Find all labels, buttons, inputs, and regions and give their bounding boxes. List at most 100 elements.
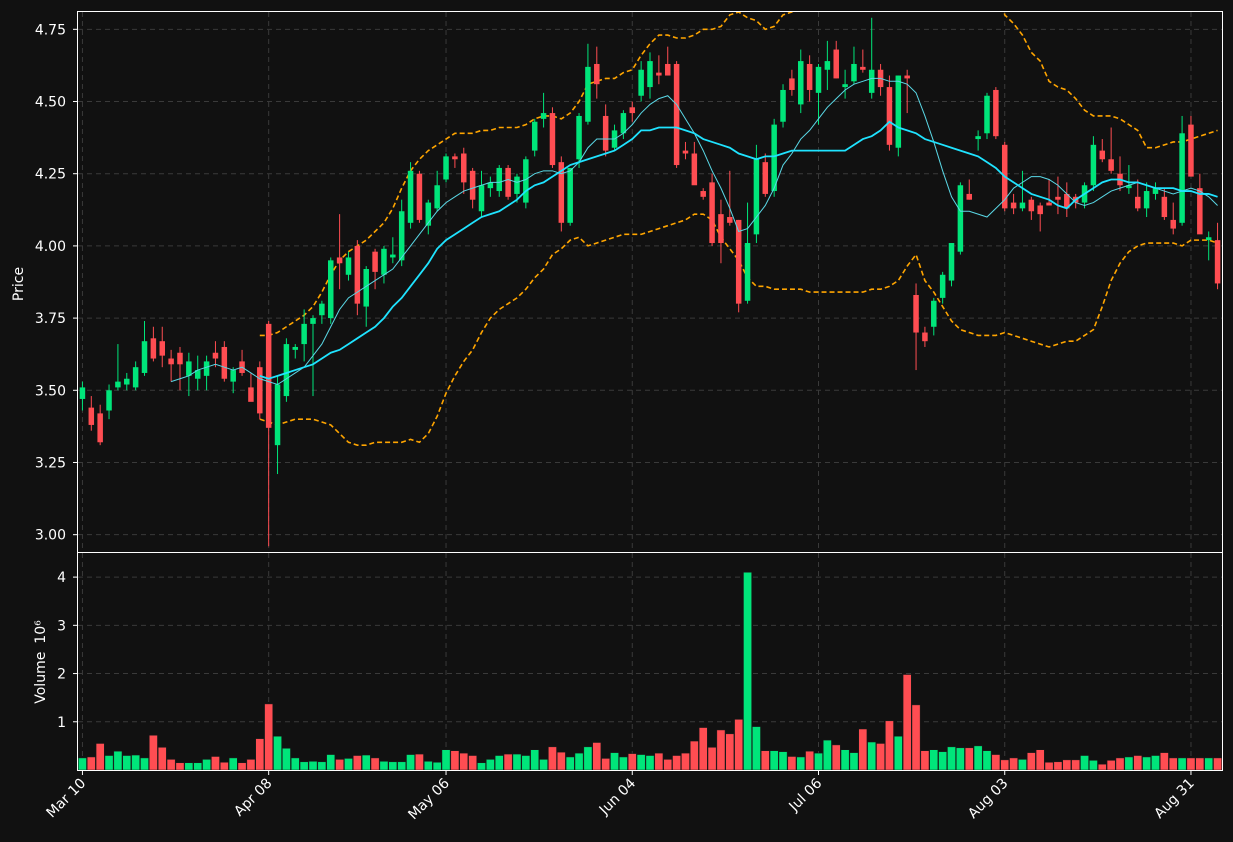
candle-body xyxy=(141,341,148,373)
price-tick-label: 4.00 xyxy=(35,239,66,255)
candle xyxy=(487,176,494,197)
moving-average-slow-line xyxy=(259,120,1218,380)
candle xyxy=(319,300,325,324)
candle xyxy=(452,153,458,168)
candle xyxy=(230,367,236,394)
candle xyxy=(363,266,369,327)
volume-bar xyxy=(113,750,123,770)
volume-bar xyxy=(397,761,407,770)
volume-bar xyxy=(104,755,114,770)
candle-body xyxy=(301,323,307,345)
candle xyxy=(744,202,751,304)
volume-bar xyxy=(627,753,637,770)
candle-body xyxy=(780,89,786,122)
volume-bar xyxy=(743,572,752,770)
candle-body xyxy=(727,217,733,223)
volume-bar xyxy=(610,752,619,770)
candle-body xyxy=(1214,240,1221,284)
candle xyxy=(301,309,307,362)
candle-body xyxy=(1099,150,1106,160)
volume-bar xyxy=(1168,757,1178,770)
candle xyxy=(656,55,662,85)
candle-body xyxy=(735,219,742,304)
candle-body xyxy=(815,66,822,93)
volume-axis-exponent: 10⁶ xyxy=(33,620,49,644)
candle-body xyxy=(886,87,893,145)
candle-body xyxy=(753,159,760,235)
volume-bar xyxy=(867,741,877,770)
volume-bar xyxy=(486,759,495,770)
volume-bar xyxy=(548,746,557,770)
candle-body xyxy=(354,245,361,304)
volume-bar xyxy=(388,761,398,770)
candle-body xyxy=(709,182,715,244)
candle xyxy=(265,320,272,547)
volume-bar xyxy=(441,749,451,770)
candle-body xyxy=(194,370,201,379)
volume-bar xyxy=(893,735,903,770)
candle-body xyxy=(319,303,325,316)
candle xyxy=(957,182,964,255)
volume-bar xyxy=(1177,757,1187,770)
volume-bar xyxy=(929,749,939,770)
candle xyxy=(398,199,405,267)
candle xyxy=(931,297,937,336)
candle-body xyxy=(993,89,999,137)
volume-bar xyxy=(282,748,291,770)
candle-body xyxy=(1037,205,1043,215)
candle xyxy=(283,338,290,402)
candle-body xyxy=(363,269,369,307)
candle xyxy=(141,320,148,376)
volume-bar xyxy=(663,759,673,770)
candle-body xyxy=(336,257,343,264)
candle xyxy=(194,355,201,391)
volume-bar xyxy=(752,726,761,770)
volume-bar xyxy=(308,761,318,770)
candle-body xyxy=(904,75,910,79)
candle xyxy=(851,46,857,85)
price-tick-label: 4.50 xyxy=(35,95,66,111)
volume-bar xyxy=(654,752,664,770)
candle-body xyxy=(984,95,990,134)
volume-bar xyxy=(406,754,415,770)
candle-body xyxy=(1046,202,1052,206)
candle-body xyxy=(407,170,414,223)
candle-body xyxy=(558,162,565,223)
volume-bar xyxy=(725,733,735,770)
candle-body xyxy=(638,69,644,96)
candle xyxy=(868,17,875,99)
price-grid xyxy=(78,12,1222,552)
candle xyxy=(257,361,263,420)
volume-bar xyxy=(849,752,859,770)
candle xyxy=(248,372,254,402)
candle-body xyxy=(833,49,839,79)
candle-body xyxy=(1179,133,1185,223)
volume-bar xyxy=(361,754,371,770)
candle xyxy=(1152,182,1159,200)
candle xyxy=(948,243,955,287)
volume-bar xyxy=(86,756,96,770)
price-tick-label: 3.25 xyxy=(35,455,66,471)
volume-bar xyxy=(778,751,788,770)
candle xyxy=(168,349,174,382)
candle xyxy=(496,165,502,197)
candle-body xyxy=(523,159,529,203)
volume-axis-label-text: Volume xyxy=(33,652,49,704)
candle xyxy=(1170,202,1176,235)
volume-bar xyxy=(1115,757,1125,770)
volume-bar xyxy=(787,756,797,770)
candle-body xyxy=(505,167,511,197)
volume-bar xyxy=(131,754,140,770)
candle xyxy=(815,63,822,125)
volume-bar xyxy=(716,729,726,770)
candle-body xyxy=(461,153,467,183)
candle-body xyxy=(115,381,121,388)
candle xyxy=(824,40,831,90)
candle-body xyxy=(381,248,387,275)
candle xyxy=(221,341,228,382)
candle xyxy=(203,355,210,391)
candle-body xyxy=(531,121,538,151)
candle-body xyxy=(88,407,95,425)
volume-bar xyxy=(619,756,628,770)
volume-bar xyxy=(982,750,992,770)
